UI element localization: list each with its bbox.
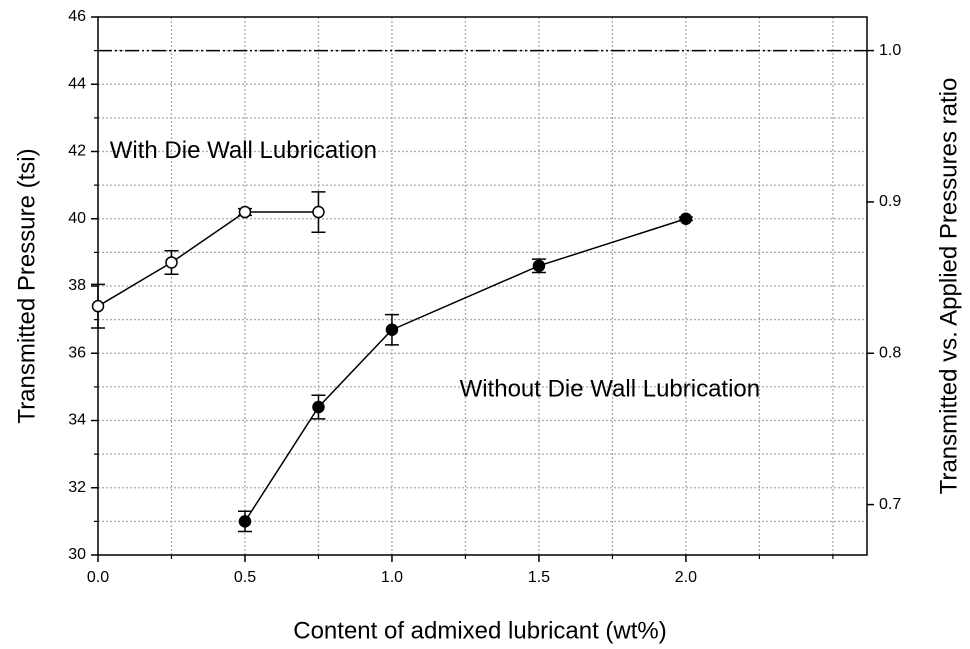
y2-tick-label: 0.9 xyxy=(879,193,901,210)
y-tick-label: 36 xyxy=(68,344,86,361)
x-axis-label: Content of admixed lubricant (wt%) xyxy=(293,617,667,644)
data-point xyxy=(385,323,399,336)
x-tick-label: 1.0 xyxy=(381,569,403,586)
y-tick-label: 32 xyxy=(68,479,86,496)
y2-tick-label: 0.8 xyxy=(879,344,901,361)
y-tick-label: 38 xyxy=(68,277,86,294)
x-tick-label: 2.0 xyxy=(675,569,697,586)
annotation: Without Die Wall Lubrication xyxy=(460,376,761,403)
y-tick-label: 34 xyxy=(68,412,86,429)
data-point xyxy=(238,205,252,219)
y-tick-label: 42 xyxy=(68,143,86,160)
x-tick-label: 0.0 xyxy=(87,569,109,586)
data-point xyxy=(165,256,178,269)
x-tick-label: 0.5 xyxy=(234,569,256,586)
y2-tick-label: 0.7 xyxy=(879,496,901,513)
y2-tick-label: 1.0 xyxy=(879,42,901,59)
y-tick-label: 44 xyxy=(68,75,86,92)
data-point xyxy=(312,400,325,414)
y-tick-label: 30 xyxy=(68,546,86,563)
data-point xyxy=(679,212,693,225)
y-axis-label: Transmitted Pressure (tsi) xyxy=(13,148,40,423)
series-line xyxy=(97,211,319,307)
y-tick-label: 46 xyxy=(68,8,86,25)
data-point xyxy=(532,259,546,273)
x-tick-label: 1.5 xyxy=(528,569,550,586)
y2-axis-label: Transmitted vs. Applied Pressures ratio xyxy=(935,78,962,495)
annotation: With Die Wall Lubrication xyxy=(110,137,377,164)
data-point xyxy=(312,205,325,219)
y-tick-label: 40 xyxy=(68,210,86,227)
data-point xyxy=(91,299,105,313)
data-point xyxy=(238,515,252,528)
